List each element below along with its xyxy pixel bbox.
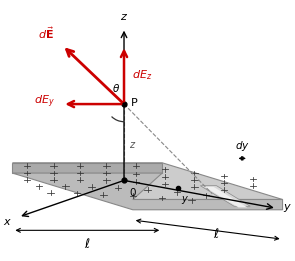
Text: $\ell$: $\ell$ [213,227,220,241]
Text: $y$: $y$ [283,202,291,214]
Text: $z$: $z$ [129,140,137,150]
Text: P: P [131,98,138,108]
Polygon shape [12,163,283,199]
Text: $y$: $y$ [181,194,189,206]
Polygon shape [12,173,283,210]
Text: $dE_y$: $dE_y$ [34,93,55,110]
Polygon shape [200,186,250,206]
Text: $d\vec{\mathbf{E}}$: $d\vec{\mathbf{E}}$ [38,25,54,41]
Text: $dE_z$: $dE_z$ [132,68,153,82]
Polygon shape [12,163,162,173]
Text: $\theta$: $\theta$ [112,82,120,94]
Text: $\ell$: $\ell$ [84,237,91,251]
Text: $z$: $z$ [120,12,128,22]
Text: $0$: $0$ [129,186,137,198]
Text: $x$: $x$ [4,217,12,227]
Polygon shape [205,187,247,207]
Text: $dy$: $dy$ [235,139,250,153]
